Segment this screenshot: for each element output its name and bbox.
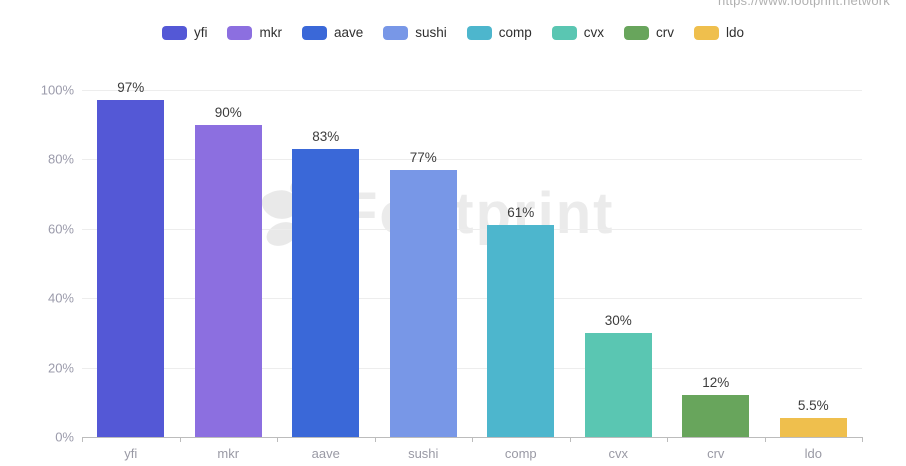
gridline	[82, 90, 862, 91]
legend-swatch-yfi	[161, 25, 187, 40]
bar-comp[interactable]	[487, 225, 555, 437]
y-axis-tick-label: 20%	[47, 360, 74, 376]
legend-swatch-aave	[301, 25, 327, 40]
legend-item-comp[interactable]: comp	[466, 25, 532, 40]
bar-ldo[interactable]	[779, 417, 847, 437]
bar-value-label-yfi: 97%	[117, 80, 145, 96]
source-url-text: https://www.footprint.network	[718, 0, 890, 8]
bar-value-label-crv: 12%	[702, 375, 730, 391]
x-axis-category-label-mkr: mkr	[217, 446, 240, 461]
footprint-wordmark: Footprint	[342, 181, 615, 246]
legend-label: cvx	[583, 25, 605, 40]
legend-label: yfi	[193, 25, 208, 40]
x-axis-tick	[764, 437, 766, 442]
x-axis-category-label-yfi: yfi	[124, 446, 138, 461]
x-axis-category-label-ldo: ldo	[804, 446, 822, 461]
legend-item-cvx[interactable]: cvx	[551, 25, 605, 40]
x-axis-tick	[82, 437, 83, 442]
x-axis-tick	[472, 437, 473, 442]
legend-label: sushi	[415, 25, 447, 40]
legend-label: comp	[498, 25, 532, 40]
legend-swatch-ldo	[694, 25, 720, 40]
bar-mkr[interactable]	[194, 124, 262, 437]
x-axis-tick	[667, 437, 668, 442]
y-axis-tick-label: 100%	[40, 82, 74, 98]
x-axis-tick	[277, 437, 278, 442]
x-axis-tick	[569, 437, 571, 442]
bar-value-label-ldo: 5.5%	[797, 397, 829, 413]
chart-legend: yfi mkr aave sushi comp cvx crv ldo	[0, 25, 906, 40]
gridline	[82, 298, 862, 300]
x-axis-tick	[374, 437, 376, 442]
gridline	[82, 228, 862, 230]
bar-cvx[interactable]	[584, 332, 652, 437]
x-axis-category-label-comp: comp	[504, 446, 537, 461]
bar-value-label-cvx: 30%	[604, 312, 632, 328]
legend-item-sushi[interactable]: sushi	[383, 25, 447, 40]
bar-crv[interactable]	[682, 395, 750, 437]
legend-item-mkr[interactable]: mkr	[227, 25, 282, 40]
bar-yfi[interactable]	[97, 100, 165, 437]
legend-item-yfi[interactable]: yfi	[161, 25, 208, 40]
gridline	[82, 367, 862, 369]
gridline	[82, 159, 862, 161]
legend-swatch-sushi	[383, 25, 409, 40]
bar-aave[interactable]	[292, 148, 360, 437]
bar-value-label-mkr: 90%	[214, 104, 242, 120]
legend-swatch-cvx	[551, 25, 577, 40]
y-axis-tick-label: 0%	[55, 429, 74, 445]
legend-item-aave[interactable]: aave	[301, 25, 364, 40]
y-axis-tick-label: 80%	[47, 151, 74, 167]
legend-item-crv[interactable]: crv	[624, 25, 674, 40]
y-axis-tick-label: 40%	[47, 290, 74, 306]
legend-label: crv	[656, 25, 675, 40]
bar-value-label-aave: 83%	[312, 128, 340, 144]
bar-value-label-comp: 61%	[507, 205, 535, 221]
bar-value-label-sushi: 77%	[409, 149, 437, 165]
legend-swatch-mkr	[227, 25, 253, 40]
legend-label: mkr	[259, 25, 282, 40]
legend-label: aave	[333, 25, 364, 40]
legend-label: ldo	[726, 25, 745, 40]
x-axis-category-label-sushi: sushi	[408, 446, 439, 461]
legend-item-ldo[interactable]: ldo	[694, 25, 744, 40]
y-axis-tick-label: 60%	[47, 221, 74, 237]
legend-swatch-comp	[466, 25, 492, 40]
x-axis-tick	[862, 437, 863, 442]
x-axis-category-label-aave: aave	[311, 446, 340, 461]
x-axis-category-label-crv: crv	[707, 446, 725, 461]
legend-swatch-crv	[624, 25, 650, 40]
bar-sushi[interactable]	[389, 169, 457, 437]
x-axis-category-label-cvx: cvx	[608, 446, 629, 461]
x-axis-tick	[179, 437, 181, 442]
